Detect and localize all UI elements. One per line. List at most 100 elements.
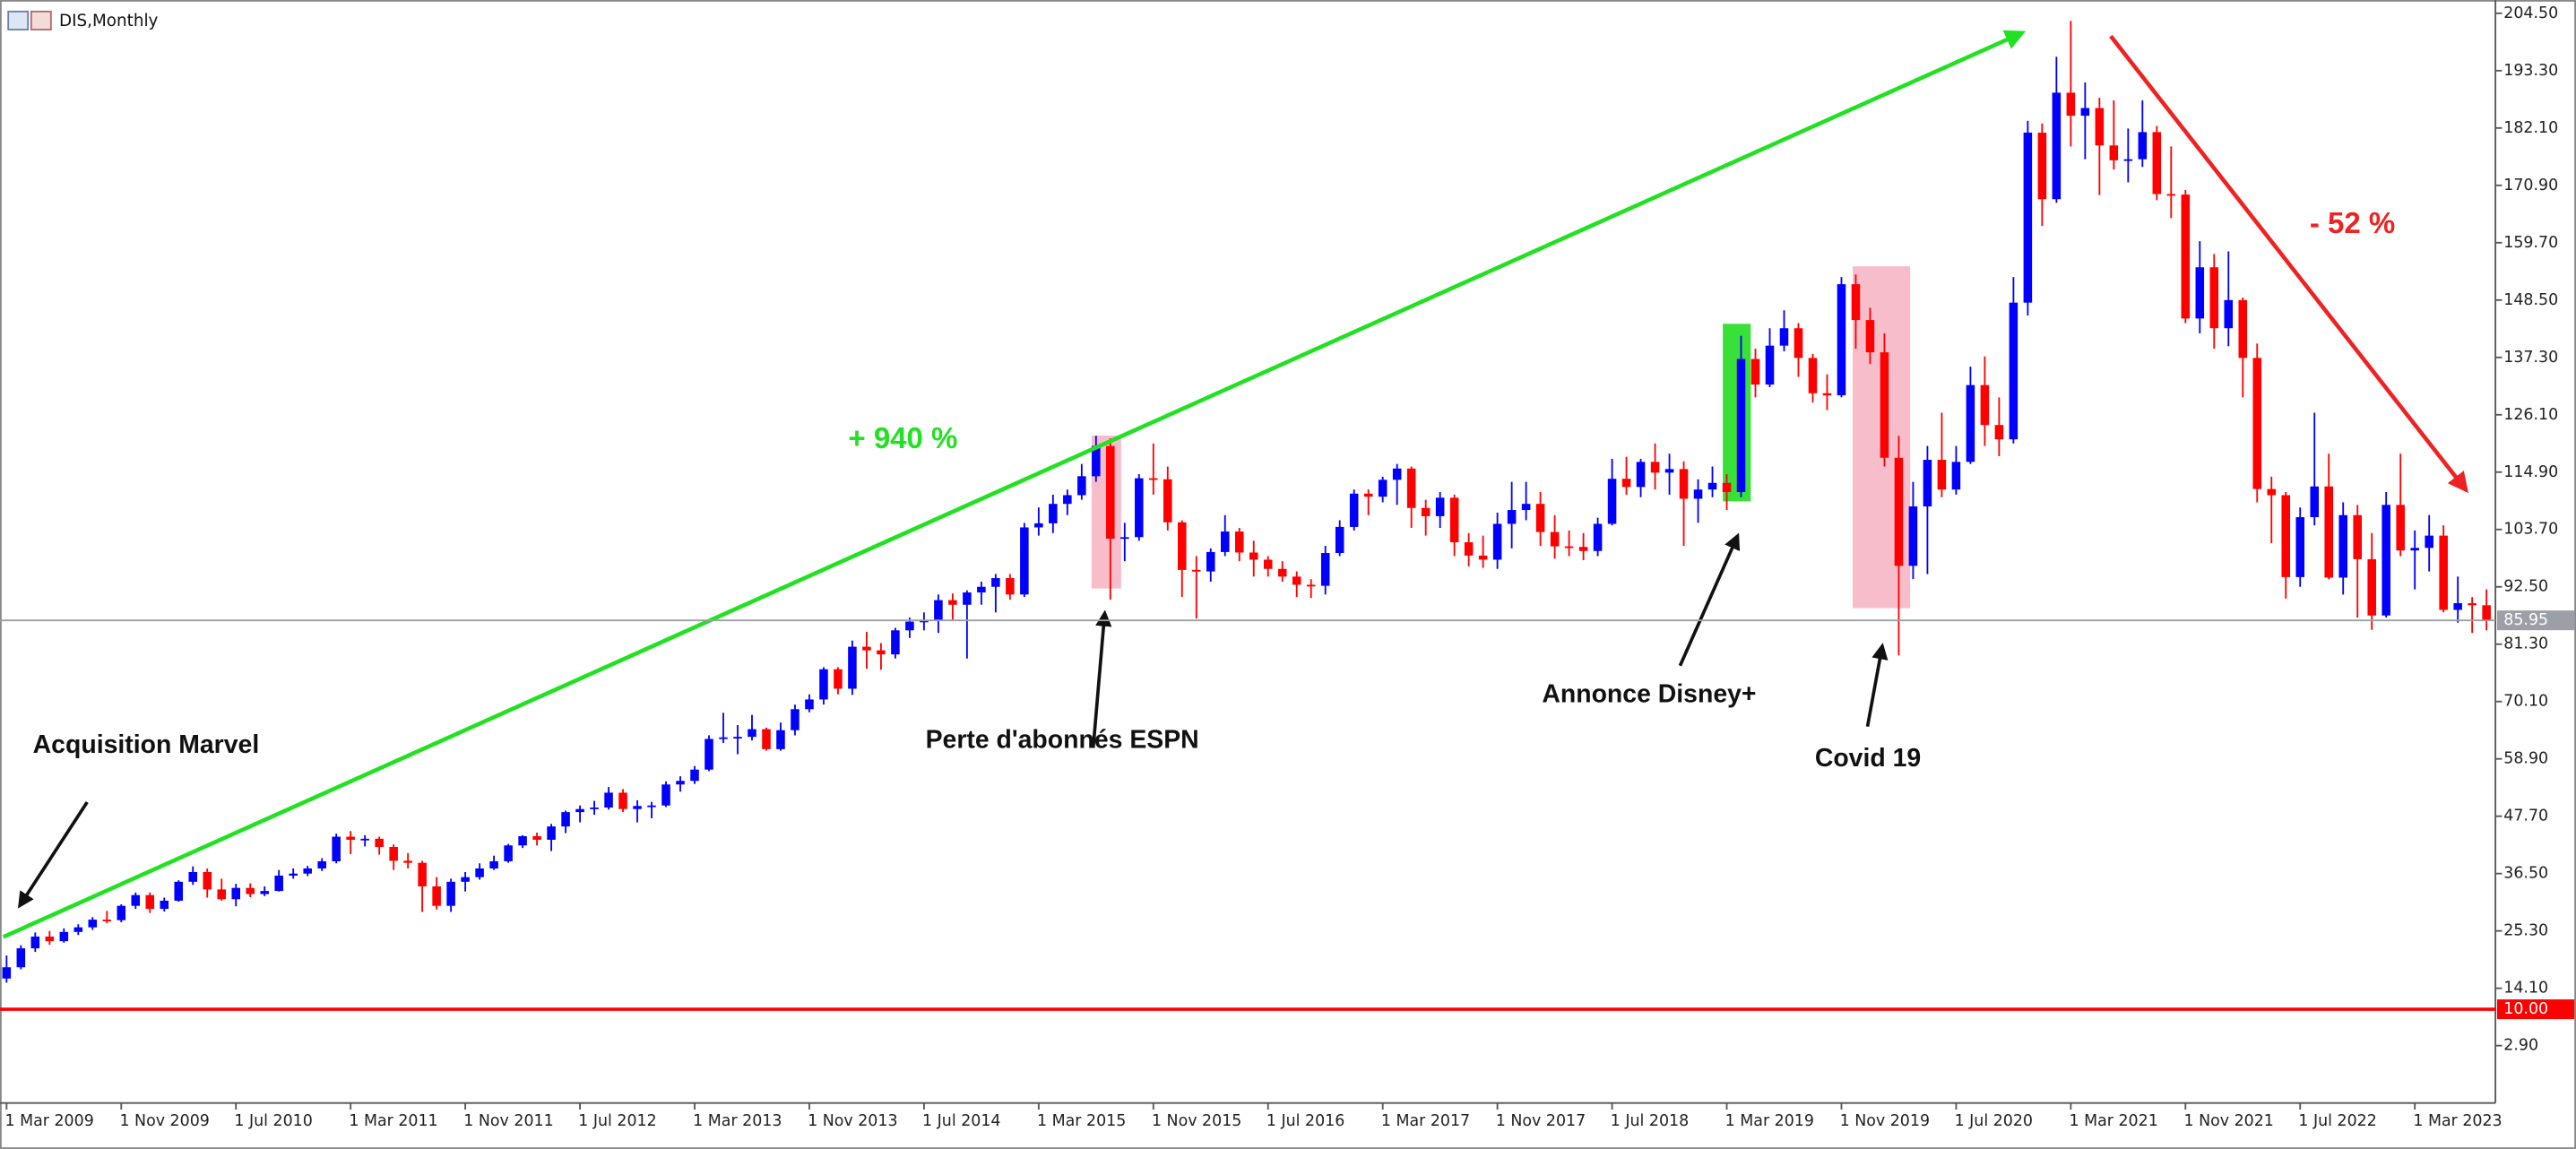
candle-body bbox=[2195, 267, 2205, 319]
candle-body bbox=[2037, 132, 2047, 200]
candle-body bbox=[1149, 478, 1158, 480]
candle-body bbox=[1966, 384, 1975, 462]
candle-body bbox=[2396, 505, 2405, 551]
x-tick-label: 1 Nov 2013 bbox=[808, 1112, 897, 1130]
candle-body bbox=[446, 881, 455, 906]
candle-body bbox=[418, 862, 427, 886]
candle-body bbox=[1234, 531, 1244, 553]
x-tick-label: 1 Jul 2022 bbox=[2298, 1112, 2376, 1130]
candle-body bbox=[762, 729, 771, 749]
y-tick-label: 126.10 bbox=[2503, 406, 2558, 424]
price-tag-label: 85.95 bbox=[2503, 611, 2548, 629]
annotation: Acquisition Marvel bbox=[33, 730, 260, 759]
candle-body bbox=[217, 889, 227, 900]
annotation: + 940 % bbox=[848, 421, 957, 454]
candle-body bbox=[2310, 486, 2320, 518]
candle-body bbox=[203, 871, 212, 890]
y-tick-label: 193.30 bbox=[2503, 62, 2558, 80]
candle-body bbox=[289, 873, 298, 876]
candle-body bbox=[1794, 328, 1803, 359]
y-tick-label: 14.10 bbox=[2503, 980, 2548, 998]
candle-body bbox=[1034, 523, 1043, 528]
pointer-arrow bbox=[1091, 609, 1112, 748]
pointer-arrow bbox=[1865, 643, 1889, 727]
candle-body bbox=[1421, 507, 1431, 516]
pointer-arrow bbox=[1678, 532, 1741, 667]
candle-body bbox=[934, 600, 943, 621]
candle-body bbox=[317, 860, 326, 868]
candle-body bbox=[1077, 476, 1086, 496]
candles bbox=[2, 21, 2491, 983]
candle-body bbox=[1120, 537, 1129, 540]
candle-body bbox=[2023, 132, 2033, 303]
candle-body bbox=[1880, 352, 1889, 458]
y-tick-label: 137.30 bbox=[2503, 349, 2558, 367]
candle-body bbox=[375, 838, 384, 847]
candle-body bbox=[2066, 92, 2076, 117]
candle-body bbox=[2453, 603, 2462, 610]
candle-body bbox=[963, 592, 972, 605]
candle-body bbox=[1363, 493, 1373, 497]
candle-body bbox=[2095, 108, 2105, 146]
price-tag bbox=[2496, 610, 2575, 631]
candle-body bbox=[791, 709, 800, 730]
candle-body bbox=[2, 967, 12, 979]
candle-body bbox=[1636, 462, 1646, 488]
candle-body bbox=[332, 836, 341, 861]
y-tick-label: 204.50 bbox=[2503, 4, 2558, 22]
candle-body bbox=[1349, 493, 1359, 527]
x-tick-label: 1 Nov 2021 bbox=[2183, 1112, 2273, 1130]
candle-body bbox=[2109, 145, 2119, 160]
candle-body bbox=[705, 739, 713, 770]
candle-body bbox=[475, 868, 484, 877]
candle-body bbox=[88, 920, 98, 928]
candle-body bbox=[2080, 108, 2090, 117]
candle-body bbox=[1908, 506, 1918, 566]
candle-body bbox=[1607, 479, 1617, 524]
candle-body bbox=[1722, 482, 1732, 493]
candle-body bbox=[1593, 523, 1603, 551]
candle-body bbox=[1851, 284, 1861, 321]
candle-body bbox=[1693, 489, 1703, 499]
candle-body bbox=[1378, 479, 1387, 497]
candle-body bbox=[575, 808, 584, 813]
candle-body bbox=[647, 805, 656, 808]
y-tick-label: 148.50 bbox=[2503, 291, 2558, 309]
x-tick-label: 1 Mar 2023 bbox=[2413, 1112, 2502, 1130]
candle-body bbox=[2281, 495, 2291, 577]
candle-body bbox=[2152, 132, 2162, 194]
candle-body bbox=[145, 894, 155, 910]
candle-body bbox=[1937, 460, 1947, 490]
candle-body bbox=[604, 792, 613, 808]
candle-body bbox=[360, 838, 369, 841]
highlight-box bbox=[1723, 324, 1751, 502]
candle-body bbox=[690, 769, 699, 782]
candle-body bbox=[2482, 605, 2491, 621]
candle-body bbox=[160, 900, 169, 910]
candle-body bbox=[1621, 479, 1631, 488]
pointer-arrow bbox=[18, 801, 89, 909]
candle-body bbox=[1550, 531, 1560, 547]
candle-body bbox=[2439, 535, 2448, 610]
candle-body bbox=[260, 891, 269, 894]
candle-body bbox=[73, 927, 83, 932]
candle-body bbox=[231, 887, 240, 900]
annotation: Covid 19 bbox=[1815, 744, 1921, 773]
candle-body bbox=[1664, 469, 1674, 473]
candle-body bbox=[2238, 299, 2248, 359]
candle-body bbox=[102, 920, 112, 921]
candle-body bbox=[1750, 359, 1760, 385]
candle-body bbox=[246, 887, 255, 894]
candle-body bbox=[891, 630, 900, 655]
candle-body bbox=[1292, 576, 1301, 585]
candle-body bbox=[1163, 479, 1172, 523]
candle-body bbox=[117, 905, 126, 920]
candle-body bbox=[2138, 132, 2148, 160]
candle-body bbox=[561, 812, 570, 827]
candle-body bbox=[59, 931, 69, 942]
x-tick-label: 1 Mar 2015 bbox=[1037, 1112, 1126, 1130]
candle-body bbox=[518, 835, 527, 846]
x-tick-label: 1 Nov 2017 bbox=[1496, 1112, 1586, 1130]
candle-body bbox=[776, 730, 785, 749]
candle-body bbox=[2367, 558, 2376, 616]
